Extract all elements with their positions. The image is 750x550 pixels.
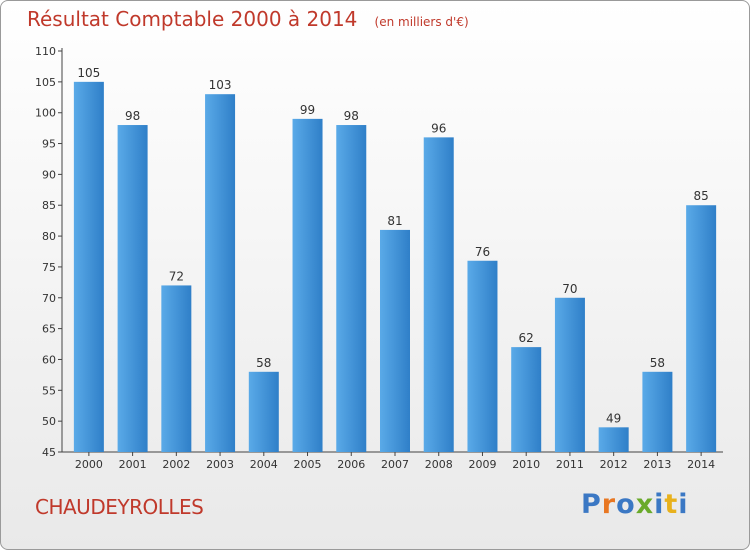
x-tick-label: 2014 [687, 458, 715, 471]
bar-value-label: 105 [77, 66, 100, 80]
bar-2010 [511, 347, 542, 452]
y-tick-label: 45 [42, 446, 56, 459]
town-name: CHAUDEYROLLES [35, 495, 204, 519]
y-tick-label: 65 [42, 323, 56, 336]
x-tick-label: 2011 [556, 458, 584, 471]
bars-layer [73, 81, 717, 453]
x-tick-label: 2002 [162, 458, 190, 471]
bar-value-label: 58 [256, 356, 271, 370]
axis-layer: 45 50 55 60 65 70 75 80 85 90 95 100 105 110 [35, 45, 723, 459]
bar-value-label: 49 [606, 411, 621, 425]
bar-value-label: 98 [344, 109, 359, 123]
x-tick-label: 2005 [294, 458, 322, 471]
y-tick-label: 60 [42, 353, 56, 366]
y-tick-label: 50 [42, 415, 56, 428]
y-tick-label: 80 [42, 230, 56, 243]
x-tick-label: 2006 [337, 458, 365, 471]
y-tick-label: 85 [42, 199, 56, 212]
bar-value-label: 58 [650, 356, 665, 370]
labels-layer: 105 2000 98 2001 72 2002 103 2003 58 2004 99 2005 98… [75, 66, 715, 471]
bar-2012 [598, 427, 629, 452]
bar-2007 [380, 229, 410, 452]
x-tick-label: 2008 [425, 458, 453, 471]
bar-2008 [423, 137, 454, 452]
x-tick-label: 2000 [75, 458, 103, 471]
bar-value-label: 81 [387, 214, 402, 228]
bar-2011 [554, 297, 585, 452]
y-tick-label: 75 [42, 261, 56, 274]
bar-value-label: 96 [431, 121, 446, 135]
x-tick-label: 2009 [468, 458, 496, 471]
y-tick-label: 105 [35, 76, 56, 89]
bar-2014 [686, 205, 717, 452]
chart-title: Résultat Comptable 2000 à 2014 [27, 7, 358, 31]
y-tick-label: 70 [42, 292, 56, 305]
bar-2009 [467, 260, 498, 452]
bar-2003 [205, 94, 236, 452]
proxiti-logo[interactable]: Proxiti [581, 489, 689, 520]
bar-2004 [248, 371, 279, 452]
bar-value-label: 103 [209, 78, 232, 92]
y-tick-label: 90 [42, 168, 56, 181]
bar-value-label: 62 [519, 331, 534, 345]
title-row: Résultat Comptable 2000 à 2014 (en milli… [27, 7, 469, 31]
x-tick-label: 2013 [643, 458, 671, 471]
bar-value-label: 99 [300, 103, 315, 117]
y-tick-label: 95 [42, 138, 56, 151]
bar-2002 [161, 285, 192, 452]
chart-subtitle: (en milliers d'€) [374, 15, 469, 29]
x-tick-label: 2001 [119, 458, 147, 471]
x-tick-label: 2010 [512, 458, 540, 471]
bar-2005 [292, 118, 323, 452]
x-tick-label: 2012 [600, 458, 628, 471]
x-tick-label: 2003 [206, 458, 234, 471]
y-tick-label: 100 [35, 107, 56, 120]
bar-2001 [117, 125, 148, 453]
bar-2000 [73, 81, 104, 452]
bar-value-label: 76 [475, 245, 490, 259]
y-tick-label: 55 [42, 384, 56, 397]
bar-2006 [336, 125, 367, 453]
y-tick-label: 110 [35, 45, 56, 58]
bar-value-label: 72 [169, 269, 184, 283]
bar-value-label: 98 [125, 109, 140, 123]
x-tick-label: 2004 [250, 458, 278, 471]
x-tick-label: 2007 [381, 458, 409, 471]
bar-value-label: 85 [693, 189, 708, 203]
bar-value-label: 70 [562, 282, 577, 296]
bar-2013 [642, 371, 673, 452]
